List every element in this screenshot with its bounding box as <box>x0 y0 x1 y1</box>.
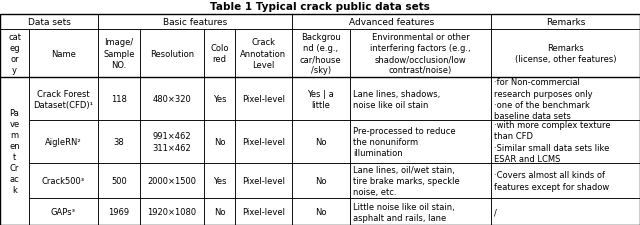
Text: Data sets: Data sets <box>28 18 70 27</box>
Bar <box>98 15 292 30</box>
Text: Image/
Sample
NO.: Image/ Sample NO. <box>103 38 135 69</box>
Bar <box>140 163 204 198</box>
Text: Remarks
(license, other features): Remarks (license, other features) <box>515 44 616 64</box>
Bar <box>349 78 492 121</box>
Bar <box>140 198 204 225</box>
Text: No: No <box>315 207 326 216</box>
Text: 2000×1500: 2000×1500 <box>147 176 196 185</box>
Text: Resolution: Resolution <box>150 49 194 58</box>
Bar <box>204 78 235 121</box>
Bar <box>349 198 492 225</box>
Text: Crack500³: Crack500³ <box>42 176 85 185</box>
Bar <box>204 121 235 163</box>
Text: 500: 500 <box>111 176 127 185</box>
Bar <box>29 30 98 78</box>
Text: No: No <box>214 207 225 216</box>
Bar <box>235 198 292 225</box>
Bar <box>349 163 492 198</box>
Bar <box>98 30 140 78</box>
Text: ·for Non-commercial
research purposes only
·one of the benchmark
baseline data s: ·for Non-commercial research purposes on… <box>495 78 593 120</box>
Bar <box>204 198 235 225</box>
Bar <box>235 78 292 121</box>
Bar <box>140 121 204 163</box>
Bar <box>98 163 140 198</box>
Bar <box>98 198 140 225</box>
Text: ·with more complex texture
than CFD
·Similar small data sets like
ESAR and LCMS: ·with more complex texture than CFD ·Sim… <box>495 121 611 163</box>
Text: No: No <box>315 137 326 146</box>
Bar <box>29 163 98 198</box>
Bar <box>292 15 492 30</box>
Bar <box>29 78 98 121</box>
Bar <box>235 121 292 163</box>
Text: Name: Name <box>51 49 76 58</box>
Bar <box>349 121 492 163</box>
Text: Pixel-level: Pixel-level <box>242 137 285 146</box>
Bar <box>349 30 492 78</box>
Bar <box>140 78 204 121</box>
Bar <box>29 121 98 163</box>
Text: Yes | a
little: Yes | a little <box>307 89 334 109</box>
Text: GAPs³: GAPs³ <box>51 207 76 216</box>
Bar <box>0 78 29 225</box>
Text: 118: 118 <box>111 95 127 104</box>
Text: Basic features: Basic features <box>163 18 227 27</box>
Text: 1920×1080: 1920×1080 <box>147 207 196 216</box>
Bar <box>292 163 349 198</box>
Text: 991×462
311×462: 991×462 311×462 <box>152 132 191 152</box>
Text: Yes: Yes <box>212 95 227 104</box>
Bar <box>204 163 235 198</box>
Text: Pixel-level: Pixel-level <box>242 207 285 216</box>
Text: No: No <box>315 176 326 185</box>
Bar <box>0 15 98 30</box>
Text: Backgrou
nd (e.g.,
car/house
/sky): Backgrou nd (e.g., car/house /sky) <box>300 33 342 75</box>
Bar <box>492 78 640 121</box>
Bar <box>29 198 98 225</box>
Bar <box>492 121 640 163</box>
Bar <box>492 30 640 78</box>
Bar <box>492 163 640 198</box>
Text: ·Covers almost all kinds of
features except for shadow: ·Covers almost all kinds of features exc… <box>495 171 610 191</box>
Text: Crack
Annotation
Level: Crack Annotation Level <box>241 38 287 69</box>
Text: 480×320: 480×320 <box>152 95 191 104</box>
Text: Pixel-level: Pixel-level <box>242 176 285 185</box>
Text: Pa
ve
m
en
t
Cr
ac
k: Pa ve m en t Cr ac k <box>9 108 20 195</box>
Bar <box>492 198 640 225</box>
Bar <box>235 30 292 78</box>
Text: Lane lines, oil/wet stain,
tire brake marks, speckle
noise, etc.: Lane lines, oil/wet stain, tire brake ma… <box>353 165 460 196</box>
Text: Table 1 Typical crack public data sets: Table 1 Typical crack public data sets <box>210 2 430 12</box>
Text: Lane lines, shadows,
noise like oil stain: Lane lines, shadows, noise like oil stai… <box>353 89 440 109</box>
Text: No: No <box>214 137 225 146</box>
Text: Colo
red: Colo red <box>211 44 228 64</box>
Bar <box>292 198 349 225</box>
Bar <box>204 30 235 78</box>
Text: Advanced features: Advanced features <box>349 18 434 27</box>
Text: cat
eg
or
y: cat eg or y <box>8 33 21 75</box>
Bar <box>0 30 29 78</box>
Text: Pre-processed to reduce
the nonuniform
illumination: Pre-processed to reduce the nonuniform i… <box>353 126 456 157</box>
Bar <box>140 30 204 78</box>
Text: 1969: 1969 <box>108 207 129 216</box>
Text: Remarks: Remarks <box>546 18 586 27</box>
Text: Crack Forest
Dataset(CFD)¹: Crack Forest Dataset(CFD)¹ <box>33 89 93 109</box>
Bar <box>98 121 140 163</box>
Text: Yes: Yes <box>212 176 227 185</box>
Bar <box>492 15 640 30</box>
Bar <box>292 78 349 121</box>
Bar <box>292 121 349 163</box>
Text: Little noise like oil stain,
asphalt and rails, lane: Little noise like oil stain, asphalt and… <box>353 202 454 222</box>
Bar <box>235 163 292 198</box>
Bar <box>98 78 140 121</box>
Text: Pixel-level: Pixel-level <box>242 95 285 104</box>
Text: AigleRN²: AigleRN² <box>45 137 82 146</box>
Text: Environmental or other
interfering factors (e.g.,
shadow/occlusion/low
contrast/: Environmental or other interfering facto… <box>370 33 471 75</box>
Text: /: / <box>495 207 497 216</box>
Bar <box>292 30 349 78</box>
Text: 38: 38 <box>114 137 124 146</box>
